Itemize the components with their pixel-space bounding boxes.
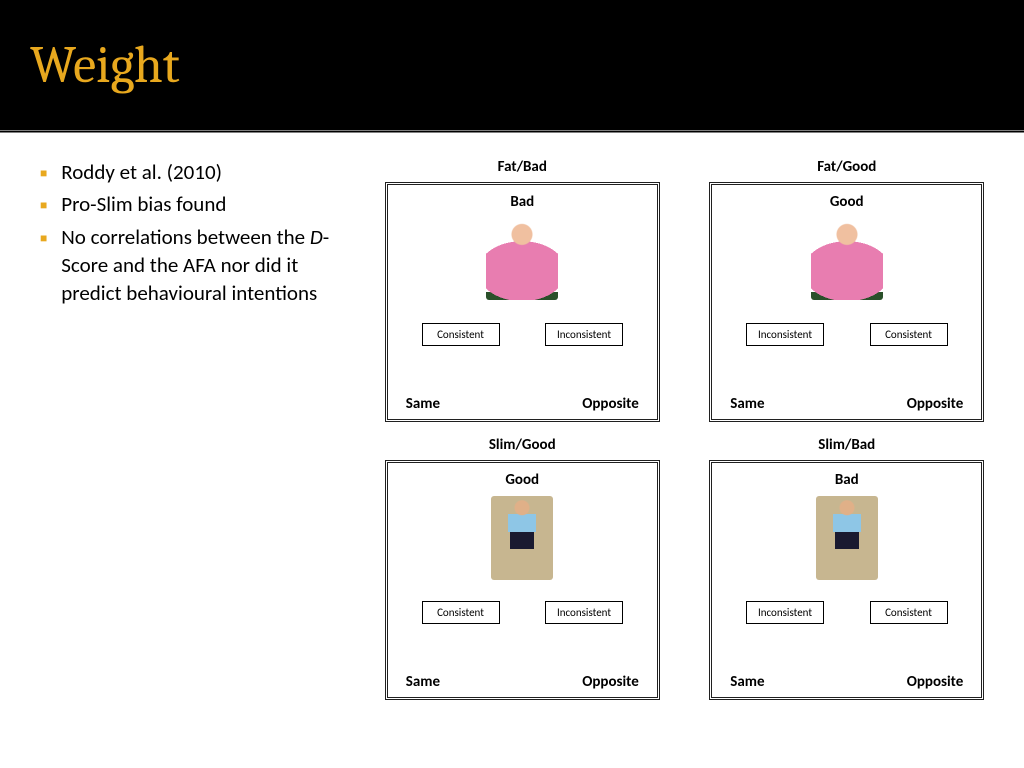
choice-button-right[interactable]: Inconsistent — [545, 323, 623, 346]
bottom-labels: Same Opposite — [724, 389, 969, 413]
label-opposite: Opposite — [582, 395, 639, 413]
panel-box: Good Consistent Inconsistent Same Opposi… — [385, 460, 660, 700]
choice-button-right[interactable]: Consistent — [870, 601, 948, 624]
slide-title: Weight — [30, 35, 994, 95]
stimulus-image-slim — [483, 493, 561, 583]
label-opposite: Opposite — [907, 395, 964, 413]
slide-body: ■ Roddy et al. (2010) ■ Pro-Slim bias fo… — [0, 133, 1024, 710]
panel-box: Bad Consistent Inconsistent Same Opposit… — [385, 182, 660, 422]
bottom-labels: Same Opposite — [400, 389, 645, 413]
label-same: Same — [406, 673, 440, 691]
list-item: ■ Roddy et al. (2010) — [40, 158, 360, 186]
label-same: Same — [406, 395, 440, 413]
choice-button-left[interactable]: Inconsistent — [746, 323, 824, 346]
choice-button-left[interactable]: Consistent — [422, 601, 500, 624]
stimulus-label: Good — [505, 471, 539, 489]
choice-button-left[interactable]: Inconsistent — [746, 601, 824, 624]
bullet-icon: ■ — [40, 231, 47, 247]
bottom-labels: Same Opposite — [724, 667, 969, 691]
panel-box: Bad Inconsistent Consistent Same Opposit… — [709, 460, 984, 700]
choice-button-right[interactable]: Consistent — [870, 323, 948, 346]
panel-title: Slim/Good — [489, 436, 556, 454]
bottom-labels: Same Opposite — [400, 667, 645, 691]
label-opposite: Opposite — [907, 673, 964, 691]
bullet-text: Pro-Slim bias found — [61, 190, 360, 218]
list-item: ■ Pro-Slim bias found — [40, 190, 360, 218]
panel-fat-bad: Fat/Bad Bad Consistent Inconsistent Same… — [380, 158, 665, 422]
panel-slim-good: Slim/Good Good Consistent Inconsistent S… — [380, 436, 665, 700]
stimulus-label: Good — [830, 193, 864, 211]
label-same: Same — [730, 395, 764, 413]
bullet-icon: ■ — [40, 166, 47, 182]
panel-title: Fat/Good — [817, 158, 876, 176]
list-item: ■ No correlations between the D-Score an… — [40, 223, 360, 308]
panel-title: Slim/Bad — [818, 436, 875, 454]
slide-header: Weight — [0, 0, 1024, 133]
panel-grid: Fat/Bad Bad Consistent Inconsistent Same… — [380, 158, 999, 700]
button-row: Consistent Inconsistent — [400, 601, 645, 624]
label-same: Same — [730, 673, 764, 691]
panel-box: Good Inconsistent Consistent Same Opposi… — [709, 182, 984, 422]
stimulus-image-fat — [483, 215, 561, 305]
choice-button-left[interactable]: Consistent — [422, 323, 500, 346]
stimulus-label: Bad — [510, 193, 534, 211]
bullet-icon: ■ — [40, 198, 47, 214]
bullet-text: Roddy et al. (2010) — [61, 158, 360, 186]
panel-title: Fat/Bad — [498, 158, 547, 176]
stimulus-image-slim — [808, 493, 886, 583]
button-row: Inconsistent Consistent — [724, 323, 969, 346]
panel-slim-bad: Slim/Bad Bad Inconsistent Consistent Sam… — [705, 436, 990, 700]
bullet-text: No correlations between the D-Score and … — [61, 223, 360, 308]
button-row: Consistent Inconsistent — [400, 323, 645, 346]
button-row: Inconsistent Consistent — [724, 601, 969, 624]
stimulus-image-fat — [808, 215, 886, 305]
bullet-list: ■ Roddy et al. (2010) ■ Pro-Slim bias fo… — [40, 158, 360, 700]
label-opposite: Opposite — [582, 673, 639, 691]
panel-fat-good: Fat/Good Good Inconsistent Consistent Sa… — [705, 158, 990, 422]
stimulus-label: Bad — [835, 471, 859, 489]
choice-button-right[interactable]: Inconsistent — [545, 601, 623, 624]
